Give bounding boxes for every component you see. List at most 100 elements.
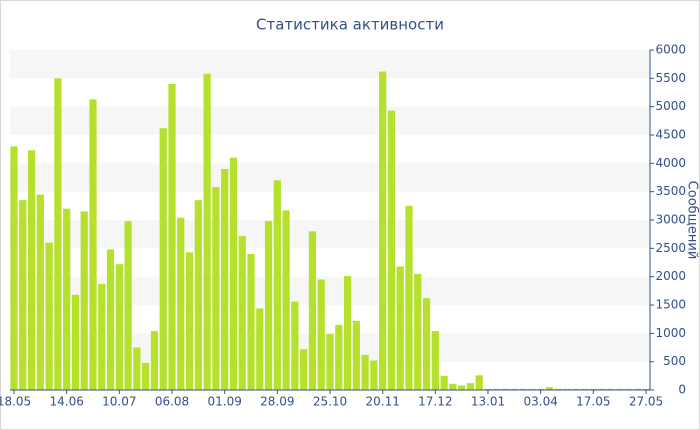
grid-band [10,220,650,249]
bar [36,194,44,390]
bar [580,388,589,390]
bar [45,242,53,390]
bar [212,187,220,390]
bar [510,388,518,390]
bar [247,254,255,390]
x-tick-label: 03.04 [523,395,557,409]
bar [71,294,80,390]
y-tick-label: 6000 [655,43,686,57]
bar [106,249,115,390]
grid-band [10,106,650,135]
bar [607,388,615,390]
bar [326,333,334,390]
x-tick-label: 13.01 [471,395,505,409]
x-tick-label: 27.05 [629,395,663,409]
bar [554,388,562,390]
bar [185,252,194,390]
grid-band [10,276,650,305]
y-tick-label: 5000 [655,99,686,113]
x-tick-label: 20.11 [365,395,399,409]
bar [379,71,387,391]
bar [80,211,88,390]
bar [238,235,246,390]
y-tick-label: 3000 [655,213,686,227]
bar [221,169,229,390]
bar [545,387,554,390]
bar [229,157,238,390]
y-tick-label: 1500 [655,298,686,312]
bar [449,383,457,390]
y-tick-label: 1000 [655,326,686,340]
bar [537,388,545,390]
bar [466,383,475,390]
x-tick-label: 17.05 [576,395,610,409]
bar [335,324,343,390]
bar [431,331,439,390]
bar [115,264,123,390]
bar [282,210,290,390]
bar [589,388,597,390]
x-tick-label: 28.09 [260,395,294,409]
y-tick-label: 5500 [655,71,686,85]
x-tick-label: 10.07 [102,395,136,409]
y-tick-label: 500 [663,354,686,368]
y-axis-label: Сообщений [685,181,700,260]
bar [616,388,624,390]
bar [624,388,633,390]
bar [414,273,422,390]
bar [133,347,141,390]
bar [63,208,71,390]
bar [501,388,510,390]
y-tick-label: 3500 [655,184,686,198]
grid-band [10,50,650,79]
bar [642,388,650,390]
bar [422,298,431,390]
bar [405,205,413,390]
bar [264,221,273,390]
x-tick-label: 25.10 [313,395,347,409]
bar [484,388,492,390]
bar [352,320,360,390]
bar [124,221,132,390]
x-tick-label: 14.06 [49,395,83,409]
chart-title: Статистика активности [256,16,444,34]
bar [150,331,159,390]
bar [291,301,299,390]
bar [54,78,62,390]
bar [563,388,571,390]
bar [458,385,466,390]
bar [572,388,580,390]
bar [27,150,36,390]
bar [343,276,352,390]
bar [528,388,536,390]
x-tick-label: 18.05 [0,395,31,409]
y-tick-label: 4000 [655,156,686,170]
x-tick-label: 17.12 [418,395,452,409]
bar [308,231,317,390]
bar [387,110,396,390]
y-tick-label: 2000 [655,269,686,283]
bar [142,362,150,390]
bar [177,217,185,390]
y-tick-label: 0 [678,383,686,397]
y-tick-label: 4500 [655,128,686,142]
bar [440,375,448,390]
bar [370,360,378,390]
x-tick-label: 01.09 [207,395,241,409]
bar [10,146,18,390]
bar [19,200,27,390]
bar [633,388,641,390]
bar [194,200,202,390]
y-tick-label: 2500 [655,241,686,255]
bar [89,99,97,391]
bar [361,354,369,390]
bar [203,73,211,391]
bar [256,308,264,390]
grid-band [10,163,650,192]
bar [300,349,308,390]
bar [273,180,281,390]
bar [493,388,501,390]
bar [475,375,483,390]
bar [168,84,176,390]
